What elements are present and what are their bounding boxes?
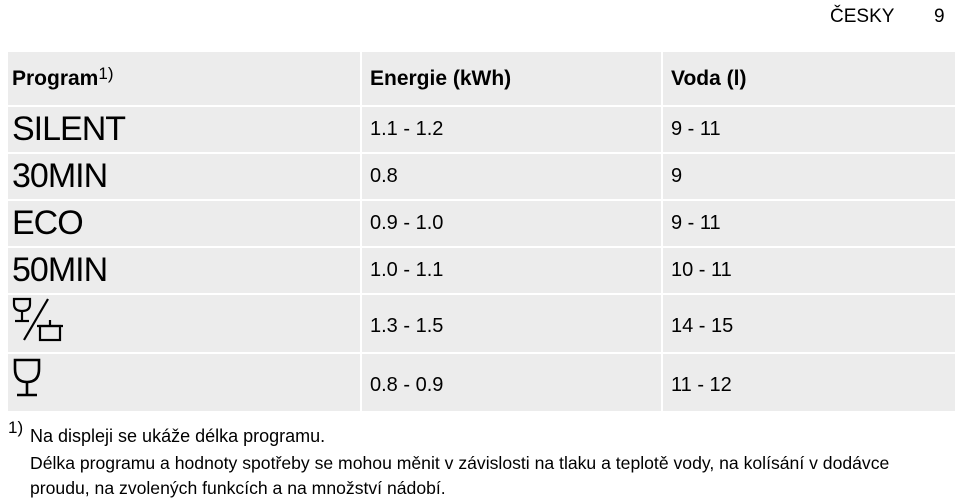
energy-cell: 1.3 - 1.5 — [362, 295, 661, 352]
program-cell — [8, 354, 360, 411]
program-cell: 50MIN — [8, 248, 360, 293]
program-cell: ECO — [8, 201, 360, 246]
section-label: ČESKY — [830, 6, 895, 27]
header-cell: Voda (l) — [663, 52, 955, 105]
water-cell: 9 - 11 — [663, 201, 955, 246]
footnote-line: Na displeji se ukáže délka programu. — [30, 426, 326, 446]
energy-cell: 1.0 - 1.1 — [362, 248, 661, 293]
program-cell — [8, 295, 360, 352]
energy-cell: 0.8 - 0.9 — [362, 354, 661, 411]
energy-cell: 1.1 - 1.2 — [362, 107, 661, 152]
water-cell: 10 - 11 — [663, 248, 955, 293]
energy-cell: 0.9 - 1.0 — [362, 201, 661, 246]
water-cell: 11 - 12 — [663, 354, 955, 411]
water-cell: 9 — [663, 154, 955, 199]
water-cell: 14 - 15 — [663, 295, 955, 352]
header-cell: Energie (kWh) — [362, 52, 661, 105]
header-energy: Energie (kWh) — [370, 66, 512, 90]
footnote-marker: 1) — [8, 418, 24, 437]
icon-glass-pot — [12, 297, 63, 342]
page-number: 9 — [934, 6, 945, 27]
program-cell: 30MIN — [8, 154, 360, 199]
water-cell: 9 - 11 — [663, 107, 955, 152]
program-cell: SILENT — [8, 107, 360, 152]
footnote-text: Délka programu a hodnoty spotřeby se moh… — [30, 453, 890, 498]
header-note: 1) — [98, 64, 114, 83]
header-cell: Program 1) — [8, 52, 360, 105]
header-program: Program — [12, 66, 99, 90]
icon-glass — [13, 358, 41, 397]
header-water: Voda (l) — [671, 66, 747, 90]
energy-cell: 0.8 — [362, 154, 661, 199]
